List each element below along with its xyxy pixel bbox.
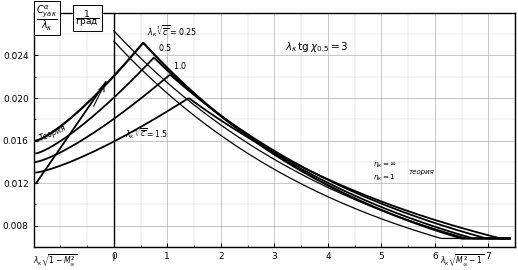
Text: $\eta_\kappa=1$: $\eta_\kappa=1$ <box>373 173 396 183</box>
Text: $\eta_\kappa=\infty$: $\eta_\kappa=\infty$ <box>373 161 397 170</box>
Text: $\dfrac{C_{ya\kappa}^{\alpha}}{\lambda_\kappa}$: $\dfrac{C_{ya\kappa}^{\alpha}}{\lambda_\… <box>36 3 57 33</box>
Text: $\dfrac{1}{\text{град}}$: $\dfrac{1}{\text{град}}$ <box>75 8 99 29</box>
Text: $1.0$: $1.0$ <box>172 60 187 71</box>
Text: $0.5$: $0.5$ <box>158 42 172 53</box>
Text: $\lambda_\kappa\,\sqrt[3]{\overline{c}}=0.25$: $\lambda_\kappa\,\sqrt[3]{\overline{c}}=… <box>147 23 197 39</box>
Text: $\lambda_\kappa\sqrt{1-M_\infty^2}$: $\lambda_\kappa\sqrt{1-M_\infty^2}$ <box>33 252 77 268</box>
Text: $l$: $l$ <box>112 252 116 263</box>
Text: $\lambda_\kappa\,\sqrt[3]{\overline{c}}=1.5$: $\lambda_\kappa\,\sqrt[3]{\overline{c}}=… <box>124 126 168 141</box>
Text: $\lambda_\kappa\,\mathrm{tg}\,\chi_{0.5}=3$: $\lambda_\kappa\,\mathrm{tg}\,\chi_{0.5}… <box>285 40 349 54</box>
Text: $\lambda_\kappa\sqrt{M_\infty^2-1}$: $\lambda_\kappa\sqrt{M_\infty^2-1}$ <box>439 252 484 268</box>
Text: теория: теория <box>408 168 434 175</box>
Text: Теория: Теория <box>38 123 67 143</box>
